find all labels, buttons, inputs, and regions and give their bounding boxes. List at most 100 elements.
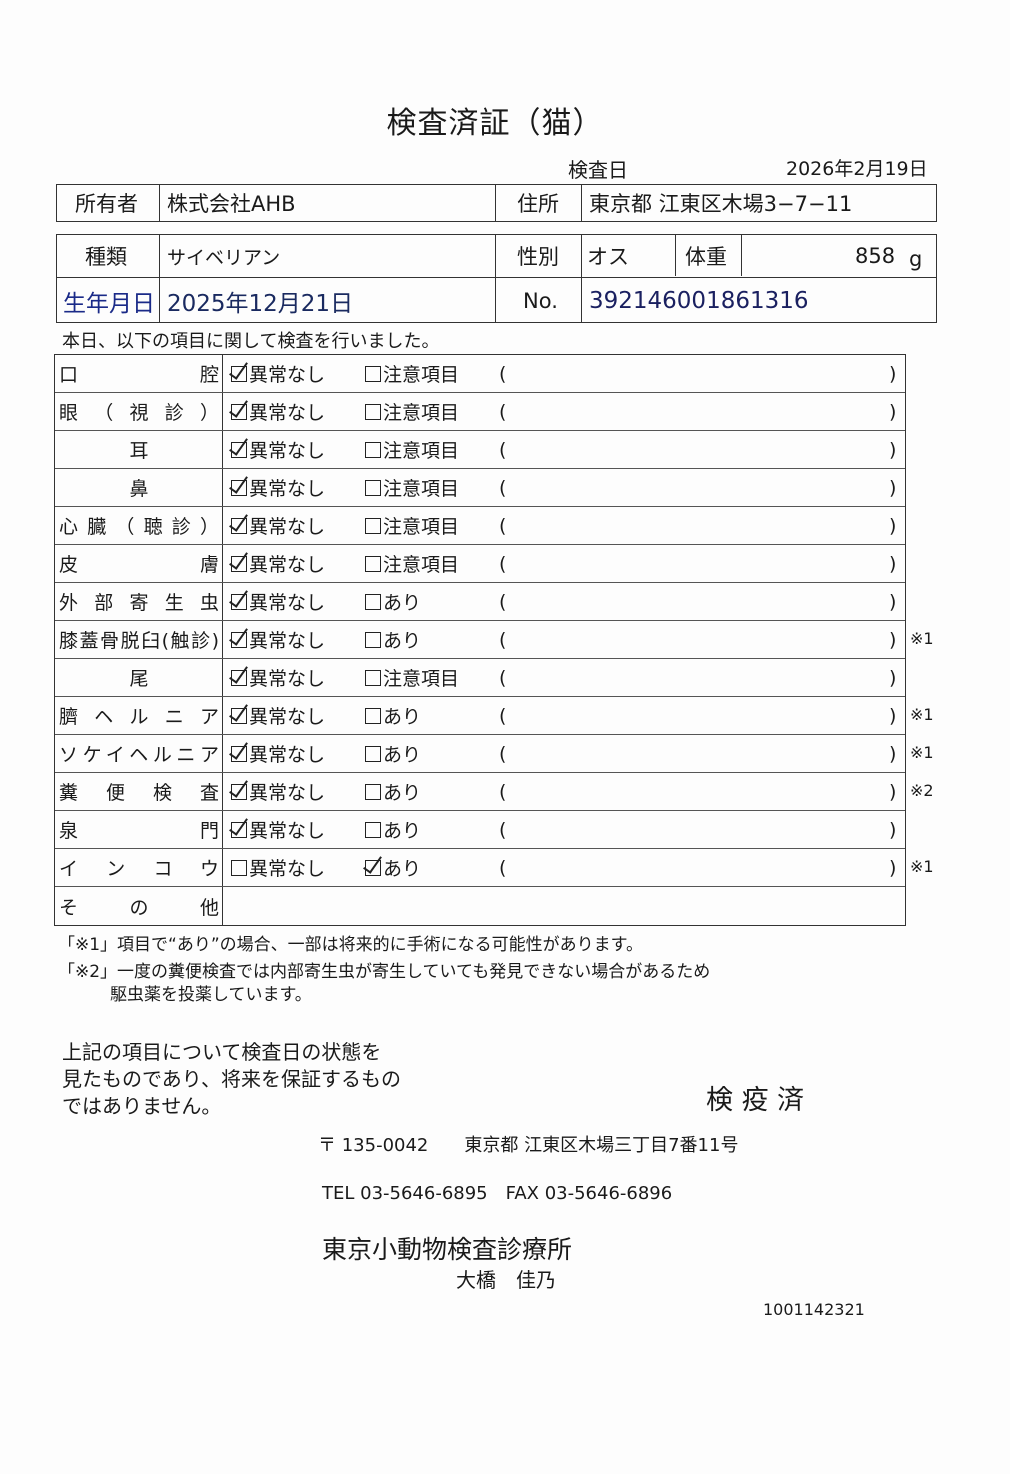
- normal-checkbox[interactable]: 異常なし: [231, 507, 325, 544]
- sex-value: オス: [587, 245, 629, 269]
- paren-open: (: [499, 362, 507, 385]
- weight-value: 858: [855, 244, 896, 268]
- item-note: ※1: [910, 857, 934, 876]
- paren-open: (: [499, 590, 507, 613]
- document-title: 検査済証（猫）: [386, 106, 604, 141]
- item-label: 耳: [129, 440, 149, 462]
- item-note: ※2: [910, 781, 934, 800]
- paren-close: ): [889, 666, 897, 689]
- normal-checkbox[interactable]: 異常なし: [231, 355, 325, 392]
- checkbox-icon: [365, 517, 381, 534]
- intro-text: 本日、以下の項目に関して検査を行いました。: [62, 331, 440, 352]
- normal-checkbox[interactable]: 異常なし: [231, 811, 325, 848]
- inspection-table: 口 腔 異常なし 注意項目 ( ) 眼（視診） 異常なし 注意項目 ( ) 耳 異常…: [54, 354, 906, 926]
- owner-label: 所有者: [75, 192, 138, 216]
- item-label: 糞便検査: [59, 782, 219, 804]
- paren-open: (: [499, 780, 507, 803]
- abnormal-checkbox[interactable]: あり: [365, 773, 421, 810]
- checkbox-icon: [365, 593, 381, 610]
- inspection-row: 外部寄生虫 異常なし あり ( ): [55, 583, 905, 621]
- item-note: ※1: [910, 743, 934, 762]
- type-label: 種類: [85, 245, 127, 269]
- document-number: 1001142321: [763, 1300, 865, 1319]
- normal-label: 異常なし: [249, 592, 326, 614]
- abnormal-checkbox[interactable]: あり: [365, 849, 421, 886]
- abnormal-label: 注意項目: [383, 516, 460, 538]
- other-row: その他: [55, 887, 905, 925]
- normal-checkbox[interactable]: 異常なし: [231, 545, 325, 582]
- abnormal-checkbox[interactable]: 注意項目: [365, 659, 459, 696]
- item-label: インコウ: [59, 858, 219, 880]
- normal-checkbox[interactable]: 異常なし: [231, 431, 325, 468]
- abnormal-label: 注意項目: [383, 364, 460, 386]
- inspection-row: 泉 門 異常なし あり ( ): [55, 811, 905, 849]
- paren-close: ): [889, 742, 897, 765]
- abnormal-checkbox[interactable]: 注意項目: [365, 469, 459, 506]
- normal-checkbox[interactable]: 異常なし: [231, 659, 325, 696]
- normal-checkbox[interactable]: 異常なし: [231, 849, 325, 886]
- abnormal-checkbox[interactable]: あり: [365, 697, 421, 734]
- item-note: ※1: [910, 629, 934, 648]
- normal-label: 異常なし: [249, 554, 326, 576]
- paren-close: ): [889, 438, 897, 461]
- clinic-address: 〒 135-0042 東京都 江東区木場三丁目7番11号: [318, 1135, 739, 1156]
- checkbox-icon: [365, 479, 381, 496]
- normal-checkbox[interactable]: 異常なし: [231, 393, 325, 430]
- footnote-2-cont: 駆虫薬を投薬しています。: [110, 985, 312, 1005]
- normal-checkbox[interactable]: 異常なし: [231, 469, 325, 506]
- paren-open: (: [499, 628, 507, 651]
- normal-label: 異常なし: [249, 858, 326, 880]
- normal-label: 異常なし: [249, 402, 326, 424]
- normal-checkbox[interactable]: 異常なし: [231, 583, 325, 620]
- other-label: その他: [59, 896, 219, 919]
- abnormal-checkbox[interactable]: 注意項目: [365, 393, 459, 430]
- abnormal-checkbox[interactable]: あり: [365, 735, 421, 772]
- abnormal-checkbox[interactable]: あり: [365, 621, 421, 658]
- normal-label: 異常なし: [249, 706, 326, 728]
- checkbox-icon: [231, 593, 247, 610]
- paren-close: ): [889, 628, 897, 651]
- normal-label: 異常なし: [249, 782, 326, 804]
- disclaimer-2: 見たものであり、将来を保証するもの: [62, 1067, 401, 1091]
- exam-date-label: 検査日: [568, 158, 628, 182]
- normal-checkbox[interactable]: 異常なし: [231, 697, 325, 734]
- item-label: 眼（視診）: [59, 402, 219, 424]
- sex-label: 性別: [517, 245, 559, 269]
- abnormal-label: 注意項目: [383, 668, 460, 690]
- abnormal-checkbox[interactable]: 注意項目: [365, 507, 459, 544]
- abnormal-checkbox[interactable]: 注意項目: [365, 431, 459, 468]
- abnormal-label: あり: [383, 630, 422, 652]
- address-label: 住所: [517, 192, 559, 216]
- paren-open: (: [499, 438, 507, 461]
- normal-checkbox[interactable]: 異常なし: [231, 621, 325, 658]
- footnote-1: 「※1」項目で“あり”の場合、一部は将来的に手術になる可能性があります。: [58, 935, 643, 955]
- paren-close: ): [889, 818, 897, 841]
- checkbox-icon: [231, 745, 247, 762]
- no-label: No.: [523, 288, 558, 313]
- paren-open: (: [499, 704, 507, 727]
- address-value: 東京都 江東区木場3−7−11: [589, 192, 853, 216]
- checkbox-icon: [231, 441, 247, 458]
- abnormal-checkbox[interactable]: あり: [365, 583, 421, 620]
- paren-open: (: [499, 742, 507, 765]
- abnormal-label: あり: [383, 858, 422, 880]
- birth-label: 生年月日: [63, 290, 155, 317]
- paren-close: ): [889, 514, 897, 537]
- exam-date: 2026年2月19日: [786, 158, 928, 180]
- normal-checkbox[interactable]: 異常なし: [231, 735, 325, 772]
- type-value: サイベリアン: [167, 246, 281, 269]
- normal-checkbox[interactable]: 異常なし: [231, 773, 325, 810]
- checkbox-icon: [231, 517, 247, 534]
- item-label: 膝蓋骨脱臼(触診): [59, 630, 219, 652]
- abnormal-checkbox[interactable]: 注意項目: [365, 545, 459, 582]
- abnormal-checkbox[interactable]: あり: [365, 811, 421, 848]
- item-label: ソケイヘルニア: [59, 744, 219, 766]
- abnormal-checkbox[interactable]: 注意項目: [365, 355, 459, 392]
- checkbox-icon: [365, 365, 381, 382]
- inspection-row: インコウ 異常なし あり ( ): [55, 849, 905, 887]
- checkbox-icon: [231, 707, 247, 724]
- veterinarian-name: 大橋 佳乃: [456, 1268, 556, 1292]
- checkbox-icon: [231, 403, 247, 420]
- paren-open: (: [499, 856, 507, 879]
